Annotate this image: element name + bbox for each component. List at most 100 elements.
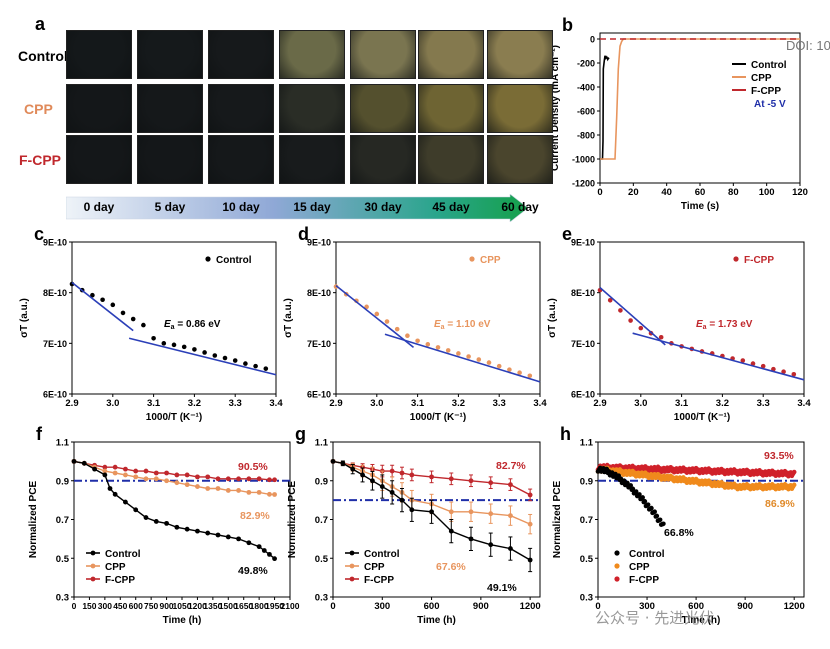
data-point: [133, 507, 139, 513]
data-point: [456, 351, 461, 356]
data-point: [379, 484, 385, 489]
data-point: [195, 528, 200, 534]
x-tick-label: 900: [159, 601, 173, 611]
x-tick-label: 1200: [520, 601, 541, 612]
y-tick-label: 8E-10: [43, 288, 67, 298]
legend-label: Control: [105, 549, 141, 560]
data-point: [205, 474, 211, 480]
legend-marker: [614, 576, 620, 582]
data-point: [340, 460, 346, 466]
data-point: [253, 363, 258, 369]
legend-label: Control: [364, 549, 400, 560]
data-point: [92, 466, 97, 472]
data-point: [399, 497, 405, 503]
panel-a-label: a: [35, 14, 46, 34]
y-axis-label: Normalized PCE: [552, 481, 563, 559]
day-label: 30 day: [364, 200, 402, 214]
legend-label: CPP: [480, 255, 501, 266]
data-point: [123, 499, 128, 505]
data-point: [654, 513, 660, 519]
chart-h: h 0 300 600 900 1200 0.3 0.5 0.7 0.9 1.1 Time (h) No…: [552, 424, 805, 626]
x-tick-label: 2.9: [593, 398, 606, 409]
data-point: [350, 466, 356, 472]
data-point: [435, 345, 441, 350]
data-point: [791, 469, 797, 475]
data-point: [488, 480, 494, 486]
fit-line: [599, 286, 666, 346]
y-tick-label: 9E-10: [307, 238, 331, 248]
end-value-label: 49.1%: [487, 582, 517, 594]
data-point: [527, 557, 533, 563]
y-tick-label: 0.9: [315, 476, 328, 487]
data-point: [658, 334, 664, 340]
x-tick-label: 3.4: [533, 398, 547, 409]
data-point: [791, 371, 797, 377]
y-tick-label: 0.3: [580, 593, 593, 604]
y-tick-label: -600: [577, 107, 595, 117]
x-tick-label: 3.4: [797, 398, 811, 409]
data-point: [330, 458, 336, 464]
y-tick-label: 0.5: [580, 554, 594, 565]
y-tick-label: -1200: [572, 179, 595, 189]
data-point: [448, 476, 454, 482]
y-tick-label: -200: [577, 59, 595, 69]
x-tick-label: 0: [72, 601, 77, 611]
data-point: [212, 353, 218, 358]
sample-photo: [418, 84, 484, 133]
y-axis-label: σT (a.u.): [547, 298, 558, 338]
end-value-label: 86.9%: [765, 498, 795, 510]
day-label: 10 day: [222, 200, 260, 214]
x-tick-label: 600: [688, 601, 704, 612]
x-axis-label: Time (h): [417, 615, 456, 626]
legend-marker: [614, 550, 620, 556]
series-line-control: [600, 55, 610, 160]
x-tick-label: 0: [595, 601, 600, 612]
data-point: [195, 484, 200, 489]
y-axis-label: σT (a.u.): [19, 298, 30, 338]
y-tick-label: 8E-10: [307, 288, 331, 298]
chart-c: c 2.9 3.0 3.1 3.2 3.3 3.4 6E-10 7E-10 8E-10 9E-10 1…: [19, 224, 283, 423]
data-point: [640, 495, 645, 500]
legend-label: CPP: [629, 562, 650, 573]
data-point: [384, 319, 390, 324]
data-point: [215, 532, 221, 538]
data-point: [652, 509, 657, 515]
x-axis-label: Time (h): [682, 615, 721, 626]
data-point: [164, 520, 169, 526]
data-point: [71, 458, 77, 464]
x-tick-label: 120: [792, 187, 808, 198]
x-tick-label: 3.2: [716, 398, 729, 409]
chart-e: e 2.9 3.0 3.1 3.2 3.3 3.4 6E-10 7E-10 8E-10 9E-10 1…: [547, 224, 811, 423]
y-tick-label: -1000: [572, 155, 595, 165]
data-point: [409, 472, 415, 478]
data-point: [81, 460, 87, 466]
data-point: [625, 480, 630, 486]
x-tick-label: 3.0: [370, 398, 383, 409]
y-tick-label: 0.9: [580, 476, 593, 487]
x-axis-label: Time (h): [163, 615, 202, 626]
x-axis-label: Time (s): [681, 201, 719, 212]
end-value-label: 82.7%: [496, 460, 526, 472]
sample-photo: [137, 135, 203, 184]
data-point: [110, 302, 116, 308]
data-point: [153, 476, 159, 482]
legend-marker: [349, 576, 355, 582]
x-tick-label: 3.0: [634, 398, 647, 409]
data-point: [750, 361, 756, 366]
x-tick-label: 3.2: [188, 398, 201, 409]
data-point: [184, 526, 190, 532]
x-tick-label: 1950: [265, 601, 284, 611]
data-point: [507, 367, 512, 372]
data-point: [123, 466, 128, 472]
data-point: [649, 505, 654, 511]
y-tick-label: 6E-10: [307, 390, 331, 400]
data-point: [267, 477, 272, 483]
chart-d: d 2.9 3.0 3.1 3.2 3.3 3.4 6E-10 7E-10 8E-10 9E-10 1…: [283, 224, 547, 423]
data-point: [133, 468, 139, 474]
data-point: [630, 486, 636, 492]
data-point: [225, 488, 231, 493]
sample-photo: [487, 84, 553, 133]
legend-label: F-CPP: [629, 575, 659, 586]
data-point: [661, 521, 666, 527]
y-tick-label: 0.5: [315, 554, 329, 565]
